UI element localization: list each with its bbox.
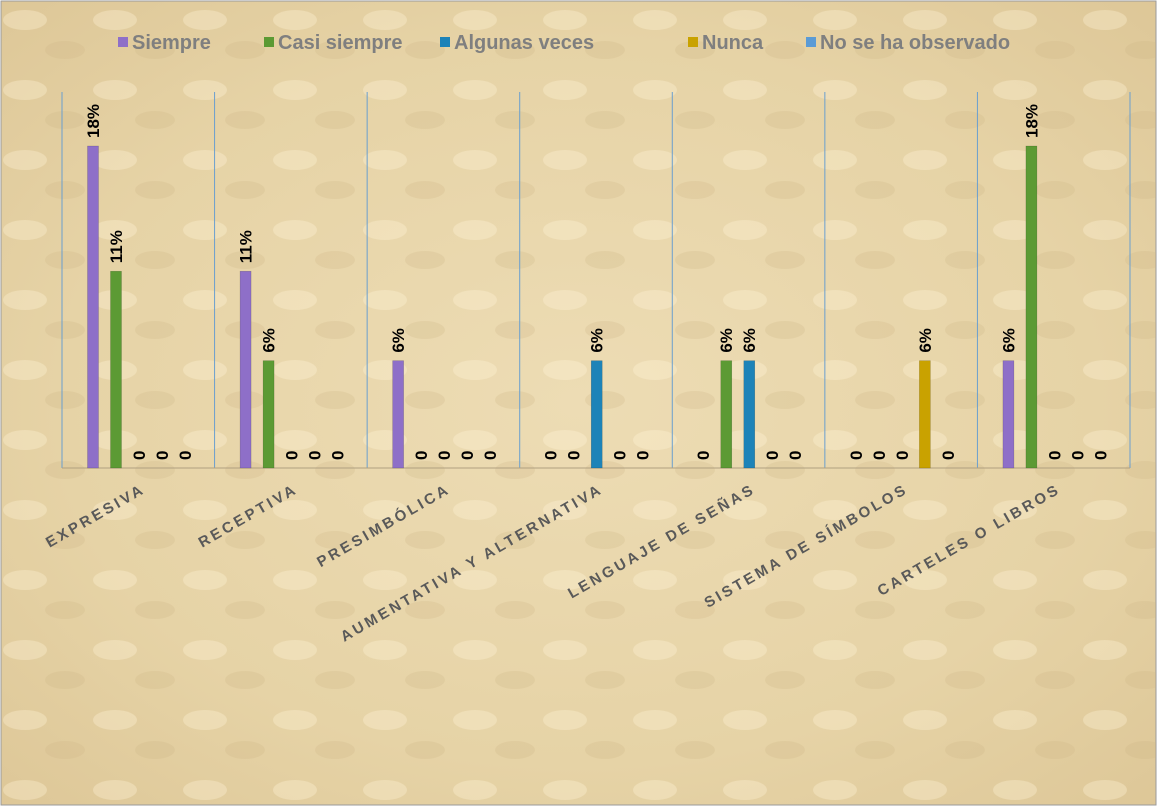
- bar: [262, 360, 275, 469]
- data-label: 0: [847, 451, 866, 460]
- bar: [590, 360, 603, 469]
- data-label: 0: [458, 451, 477, 460]
- data-label: 0: [412, 451, 431, 460]
- data-label: 0: [1045, 451, 1064, 460]
- data-label: 0: [893, 451, 912, 460]
- data-label: 0: [329, 451, 348, 460]
- legend-swatch: [264, 37, 274, 47]
- legend-label: Siempre: [132, 32, 211, 54]
- data-label: 6%: [260, 328, 279, 353]
- data-label: 0: [1068, 451, 1087, 460]
- data-label: 0: [130, 451, 149, 460]
- bar: [1025, 145, 1038, 469]
- data-label: 0: [176, 451, 195, 460]
- data-label: 6%: [389, 328, 408, 353]
- data-label: 0: [306, 451, 325, 460]
- data-label: 0: [565, 451, 584, 460]
- bar: [239, 270, 252, 469]
- data-label: 11%: [107, 230, 126, 263]
- legend-swatch: [806, 37, 816, 47]
- data-label: 0: [786, 451, 805, 460]
- data-label: 0: [870, 451, 889, 460]
- data-label: 6%: [588, 328, 607, 353]
- data-label: 0: [694, 451, 713, 460]
- legend-label: No se ha observado: [820, 32, 1010, 54]
- bar: [919, 360, 931, 469]
- bar: [720, 360, 733, 469]
- data-label: 6%: [916, 328, 935, 353]
- data-label: 0: [611, 451, 630, 460]
- data-label: 18%: [84, 104, 103, 138]
- bar: [743, 360, 756, 469]
- data-label: 0: [542, 451, 561, 460]
- data-label: 0: [283, 451, 302, 460]
- data-label: 0: [634, 451, 653, 460]
- legend-label: Nunca: [702, 32, 764, 54]
- data-label: 11%: [237, 230, 256, 263]
- bar: [392, 360, 404, 469]
- data-label: 0: [435, 451, 454, 460]
- legend-label: Algunas veces: [454, 32, 594, 54]
- data-label: 6%: [740, 328, 759, 353]
- data-label: 0: [763, 451, 782, 460]
- bar: [1002, 360, 1015, 469]
- data-label: 0: [939, 451, 958, 460]
- bar: [110, 270, 122, 469]
- bar: [87, 145, 99, 469]
- data-label: 0: [153, 451, 172, 460]
- legend-label: Casi siempre: [278, 32, 403, 54]
- data-label: 18%: [1022, 104, 1041, 138]
- data-label: 6%: [999, 328, 1018, 353]
- data-label: 0: [1091, 451, 1110, 460]
- legend-swatch: [118, 37, 128, 47]
- legend-swatch: [440, 37, 450, 47]
- legend-swatch: [688, 37, 698, 47]
- data-label: 0: [481, 451, 500, 460]
- data-label: 6%: [717, 328, 736, 353]
